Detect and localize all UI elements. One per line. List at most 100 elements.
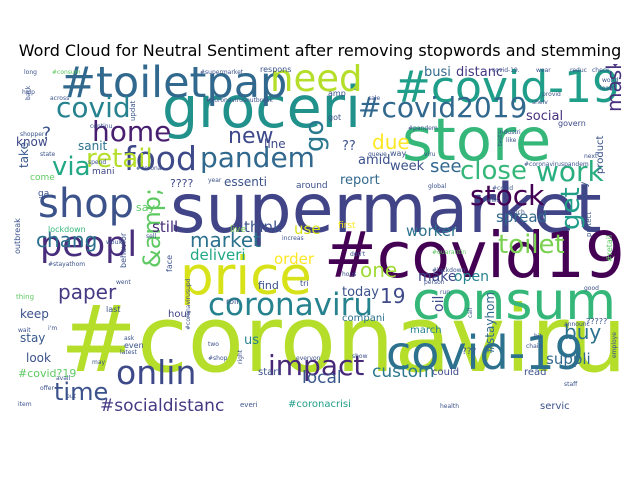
word-70: say xyxy=(136,201,155,214)
word-175: employe xyxy=(611,332,618,358)
word-115: #lockdown xyxy=(432,267,466,274)
word-33: market xyxy=(190,228,261,252)
word-94: face xyxy=(165,254,174,272)
word-134: help xyxy=(22,89,35,96)
word-6: consum xyxy=(412,272,617,332)
word-169: right xyxy=(237,349,244,364)
word-13: food xyxy=(124,139,197,178)
word-15: coronaviru xyxy=(208,287,374,323)
word-153: provid xyxy=(542,91,561,98)
word-147: i'm xyxy=(48,325,58,332)
word-146: wait xyxy=(18,327,31,334)
word-47: worker xyxy=(406,222,458,240)
word-62: amid xyxy=(358,153,391,168)
word-87: mani xyxy=(92,167,115,177)
word-17: #covid2019 xyxy=(358,91,528,124)
word-127: covid-19. xyxy=(492,67,520,74)
word-90: live xyxy=(230,225,246,235)
word-158: global xyxy=(428,183,447,190)
word-105: protect xyxy=(585,211,593,237)
word-100: got xyxy=(328,113,342,122)
word-58: essenti xyxy=(224,175,267,189)
word-59: report xyxy=(340,173,380,188)
word-37: due xyxy=(372,130,410,154)
word-20: pandem xyxy=(200,141,315,174)
word-117: #supermarket xyxy=(200,69,244,76)
word-75: march xyxy=(410,325,442,336)
word-66: keep xyxy=(20,307,49,321)
word-27: toilet xyxy=(498,230,565,260)
word-128: wear xyxy=(536,67,551,74)
word-118: #coronavirusoutbreak xyxy=(206,97,273,104)
word-36: buy xyxy=(564,320,602,344)
word-82: product xyxy=(595,135,606,174)
word-178: call xyxy=(467,307,474,318)
word-109: ?? xyxy=(342,139,356,154)
word-138: continu xyxy=(90,123,113,130)
word-16: impact xyxy=(268,349,365,382)
word-167: everyon xyxy=(296,355,321,362)
word-2: #covid19 xyxy=(324,219,625,292)
word-22: work xyxy=(536,155,604,188)
word-123: #coronavirusupd xyxy=(185,278,192,330)
word-170: health xyxy=(440,403,459,410)
word-101: way xyxy=(390,149,407,158)
word-19: home xyxy=(92,115,172,148)
word-98: last xyxy=(106,305,121,314)
word-160: viru xyxy=(424,151,436,158)
word-77: read xyxy=(524,367,547,378)
word-8: #covid-19 xyxy=(394,64,621,113)
word-51: still xyxy=(152,218,179,236)
word-26: via xyxy=(52,152,91,182)
word-141: would xyxy=(106,239,124,246)
word-92: govern xyxy=(558,119,586,128)
word-84: oil xyxy=(431,295,447,312)
word-139: shopper xyxy=(20,131,45,138)
word-81: servic xyxy=(540,401,570,412)
word-5: price xyxy=(180,246,312,307)
word-52: make xyxy=(418,269,457,285)
word-99: amp xyxy=(328,89,346,98)
word-88: ga xyxy=(38,189,50,199)
word-114: everi xyxy=(240,401,258,409)
word-28: time xyxy=(54,378,109,406)
word-149: put xyxy=(66,393,76,400)
word-150: offer xyxy=(40,385,54,392)
word-80: #coronacrisi xyxy=(288,399,351,410)
word-78: start xyxy=(258,367,282,378)
word-140: spend xyxy=(88,159,107,166)
word-25: retail xyxy=(86,144,153,174)
word-104: thing xyxy=(16,293,35,301)
word-145: may xyxy=(92,359,106,366)
word-165: run xyxy=(440,289,451,296)
word-69: #covid?19 xyxy=(18,367,77,380)
word-129: check xyxy=(592,67,610,74)
word-174: good xyxy=(584,285,599,292)
word-171: staff xyxy=(564,381,578,388)
word-154: shelv xyxy=(532,99,548,106)
word-79: #stayhom xyxy=(483,291,497,354)
word-23: close xyxy=(460,156,527,186)
word-48: think xyxy=(244,218,282,236)
word-168: two xyxy=(208,341,219,348)
word-50: suppli xyxy=(546,350,591,368)
word-151: avail xyxy=(56,375,71,382)
word-14: onlin xyxy=(116,353,197,392)
word-41: #socialdistanc xyxy=(100,396,225,413)
word-43: custom xyxy=(372,362,435,382)
word-0: #coronaviru xyxy=(60,286,627,393)
word-76: could xyxy=(432,367,460,378)
word-57: distanc xyxy=(456,65,504,80)
word-42: local xyxy=(302,368,342,388)
word-177: much xyxy=(508,209,525,216)
word-65: take xyxy=(17,142,31,168)
word-180: sell xyxy=(146,233,157,240)
word-124: #shop xyxy=(208,355,228,362)
word-130: learn xyxy=(600,85,616,92)
word-176: announc xyxy=(564,321,590,328)
word-143: ask xyxy=(124,335,135,342)
word-73: hour xyxy=(168,309,191,320)
word-93: outbreak xyxy=(13,218,22,254)
word-110: ? xyxy=(42,124,52,144)
